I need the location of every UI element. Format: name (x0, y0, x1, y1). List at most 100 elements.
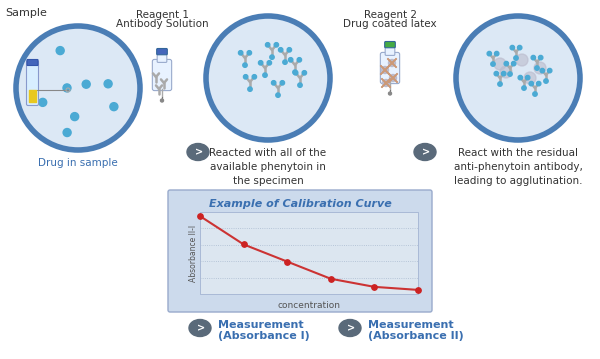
Circle shape (161, 99, 163, 102)
Circle shape (531, 55, 536, 60)
Text: concentration: concentration (277, 301, 341, 310)
Point (370, 284, 379, 290)
Circle shape (39, 98, 47, 106)
Circle shape (382, 66, 389, 74)
Text: Antibody Solution: Antibody Solution (116, 19, 208, 29)
Circle shape (498, 82, 502, 86)
Circle shape (247, 51, 251, 55)
Ellipse shape (339, 320, 361, 336)
Circle shape (494, 51, 499, 56)
Circle shape (248, 87, 252, 91)
Circle shape (293, 71, 298, 75)
Circle shape (271, 81, 276, 85)
Circle shape (276, 93, 280, 97)
Circle shape (516, 54, 528, 66)
Circle shape (63, 84, 71, 92)
Circle shape (243, 63, 247, 67)
Circle shape (487, 51, 491, 56)
Circle shape (278, 48, 283, 52)
Text: Drug coated latex: Drug coated latex (343, 19, 437, 29)
Circle shape (206, 16, 330, 140)
Circle shape (104, 80, 112, 88)
Text: Reagent 2: Reagent 2 (364, 10, 416, 20)
Text: Sample: Sample (5, 8, 47, 18)
Circle shape (263, 73, 267, 77)
FancyBboxPatch shape (27, 60, 38, 65)
Text: Measurement: Measurement (218, 320, 304, 330)
Text: Reagent 1: Reagent 1 (136, 10, 188, 20)
FancyBboxPatch shape (380, 52, 400, 84)
Circle shape (500, 66, 512, 78)
Circle shape (534, 62, 546, 74)
Circle shape (494, 58, 506, 70)
Circle shape (547, 69, 552, 73)
Circle shape (259, 61, 263, 65)
Text: Absorbance II-I: Absorbance II-I (188, 224, 197, 281)
FancyBboxPatch shape (152, 59, 172, 90)
Circle shape (287, 48, 292, 52)
Circle shape (518, 75, 523, 80)
Circle shape (538, 55, 543, 60)
Circle shape (456, 16, 580, 140)
Circle shape (298, 83, 302, 87)
Point (283, 259, 292, 265)
FancyBboxPatch shape (385, 46, 395, 55)
Circle shape (526, 75, 530, 80)
Text: Measurement: Measurement (368, 320, 454, 330)
Circle shape (504, 61, 509, 66)
Circle shape (274, 43, 278, 47)
Circle shape (510, 46, 515, 50)
Circle shape (280, 81, 284, 85)
Circle shape (297, 58, 302, 62)
Point (239, 242, 248, 247)
Ellipse shape (189, 320, 211, 336)
Circle shape (517, 46, 522, 50)
Circle shape (293, 70, 297, 74)
Circle shape (270, 55, 274, 59)
Circle shape (244, 75, 248, 79)
Circle shape (540, 69, 545, 73)
Circle shape (522, 86, 526, 90)
Ellipse shape (187, 144, 209, 160)
Circle shape (389, 60, 395, 66)
Point (195, 213, 205, 219)
Circle shape (238, 51, 243, 55)
Circle shape (82, 80, 90, 88)
Text: React with the residual
anti-phenytoin antibody,
leading to agglutination.: React with the residual anti-phenytoin a… (454, 148, 583, 186)
Circle shape (529, 81, 533, 86)
Point (326, 276, 335, 282)
Circle shape (289, 58, 293, 62)
FancyBboxPatch shape (157, 53, 167, 62)
Circle shape (494, 71, 499, 76)
Circle shape (71, 113, 79, 121)
Circle shape (63, 129, 71, 136)
Circle shape (502, 71, 506, 76)
Circle shape (536, 81, 541, 86)
Circle shape (511, 61, 516, 66)
FancyBboxPatch shape (168, 190, 432, 312)
FancyBboxPatch shape (157, 48, 167, 55)
Circle shape (508, 72, 512, 76)
Circle shape (265, 43, 270, 47)
Circle shape (389, 92, 392, 95)
Circle shape (533, 92, 537, 96)
Text: >: > (195, 147, 203, 157)
Text: Drug in sample: Drug in sample (38, 158, 118, 168)
Circle shape (283, 60, 287, 64)
Text: >: > (347, 323, 355, 333)
Text: (Absorbance II): (Absorbance II) (368, 331, 464, 341)
FancyBboxPatch shape (200, 212, 418, 294)
FancyBboxPatch shape (385, 42, 395, 48)
Text: >: > (197, 323, 205, 333)
Circle shape (535, 66, 539, 70)
Circle shape (110, 103, 118, 111)
Circle shape (524, 72, 536, 84)
Text: (Absorbance I): (Absorbance I) (218, 331, 310, 341)
Ellipse shape (414, 144, 436, 160)
Text: >: > (422, 147, 430, 157)
Circle shape (267, 61, 272, 65)
Circle shape (514, 56, 518, 60)
Circle shape (252, 75, 257, 79)
FancyBboxPatch shape (26, 61, 38, 106)
Text: Reacted with all of the
available phenytoin in
the specimen: Reacted with all of the available phenyt… (209, 148, 326, 186)
